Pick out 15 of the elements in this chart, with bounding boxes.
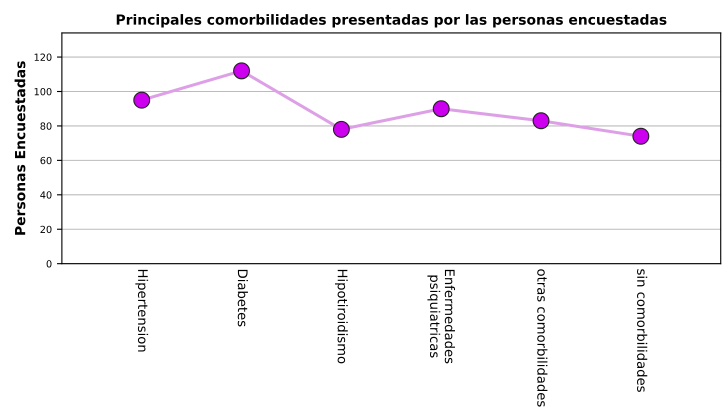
chart-title: Principales comorbilidades presentadas por las personas encuestadas <box>116 14 666 28</box>
y-tick-label: 40 <box>40 191 52 199</box>
y-tick-label: 60 <box>40 156 52 164</box>
x-tick-label: Hipotiroidismo <box>335 270 348 364</box>
y-tick-label: 120 <box>34 54 52 61</box>
y-axis-title: Personas Encuestadas <box>14 61 26 235</box>
x-tick-label: otras comorbilidades <box>537 269 548 407</box>
y-tick-label: 20 <box>40 226 52 234</box>
y-tick-label: 100 <box>34 88 52 96</box>
x-tick-label: Hipertension <box>135 270 148 352</box>
x-tick-label: Enfermedades psiquiatricas <box>427 270 455 364</box>
y-tick-label: 0 <box>46 260 52 268</box>
x-tick-label: sin comorbilidades <box>637 269 648 392</box>
x-tick-label: Diabetes <box>238 270 248 326</box>
y-tick-label: 80 <box>40 122 52 130</box>
